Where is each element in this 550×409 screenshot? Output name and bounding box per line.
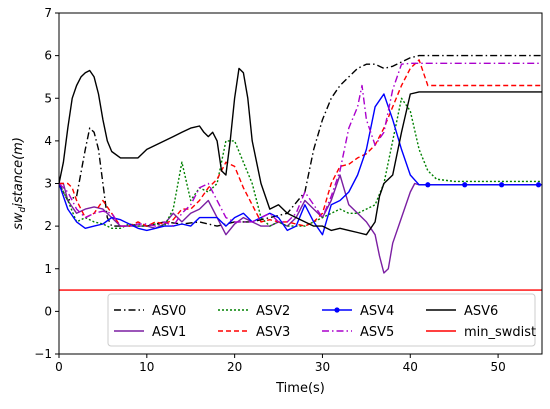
series-marker-asv4 xyxy=(462,182,468,188)
x-tick-label: 30 xyxy=(315,360,330,374)
legend: ASV0 ASV1 ASV2 ASV3 ASV4 ASV5 ASV6 min_swdist xyxy=(107,293,536,347)
x-tick-label: 10 xyxy=(139,360,154,374)
legend-item-asv0: ASV0 xyxy=(114,304,186,319)
legend-label: ASV3 xyxy=(256,325,290,340)
x-tick-label: 20 xyxy=(227,360,242,374)
legend-item-min_swdist: min_swdist xyxy=(426,325,536,340)
series-marker-asv4 xyxy=(535,182,542,188)
legend-item-asv1: ASV1 xyxy=(114,325,186,340)
y-tick-label: 3 xyxy=(44,177,52,191)
y-axis-label-main: sw xyxy=(11,212,26,230)
legend-box xyxy=(107,293,536,347)
y-tick-label: 0 xyxy=(44,304,52,318)
legend-label: min_swdist xyxy=(464,325,536,340)
legend-item-asv3: ASV3 xyxy=(218,325,290,340)
y-tick-label: 6 xyxy=(44,49,52,63)
series-marker-asv4 xyxy=(425,182,431,188)
legend-item-asv2: ASV2 xyxy=(218,304,290,319)
y-axis-label-sub: d xyxy=(18,206,28,212)
legend-label: ASV4 xyxy=(360,304,394,319)
y-axis-label-rest: istance(m) xyxy=(11,137,26,207)
legend-label: ASV1 xyxy=(152,325,186,340)
y-tick-label: 7 xyxy=(44,6,52,20)
legend-swatch-marker xyxy=(334,307,340,313)
x-tick-label: 0 xyxy=(55,360,63,374)
x-axis-label: Time(s) xyxy=(275,381,325,396)
legend-item-asv6: ASV6 xyxy=(426,304,498,319)
y-tick-label: 2 xyxy=(44,219,52,233)
y-tick-label: −1 xyxy=(34,347,52,361)
legend-item-asv5: ASV5 xyxy=(322,325,394,340)
y-axis-label: swdistance(m) xyxy=(11,137,28,230)
series-line-asv5 xyxy=(58,62,542,227)
y-tick-label: 4 xyxy=(44,134,52,148)
legend-item-asv4: ASV4 xyxy=(322,304,394,319)
y-tick-label: 5 xyxy=(44,91,52,105)
x-tick-label: 40 xyxy=(403,360,418,374)
series-line-asv4 xyxy=(58,93,542,236)
x-tick-label: 50 xyxy=(490,360,505,374)
legend-label: ASV0 xyxy=(152,304,186,319)
series-line-asv6 xyxy=(58,67,542,236)
series-line-asv0 xyxy=(58,54,542,227)
legend-label: ASV2 xyxy=(256,304,290,319)
legend-label: ASV6 xyxy=(464,304,498,319)
y-tick-label: 1 xyxy=(44,262,52,276)
legend-items: ASV0 ASV1 ASV2 ASV3 ASV4 ASV5 ASV6 min_swdist xyxy=(114,304,536,340)
legend-label: ASV5 xyxy=(360,325,394,340)
series-layer xyxy=(58,54,542,291)
series-marker-asv4 xyxy=(499,182,505,188)
